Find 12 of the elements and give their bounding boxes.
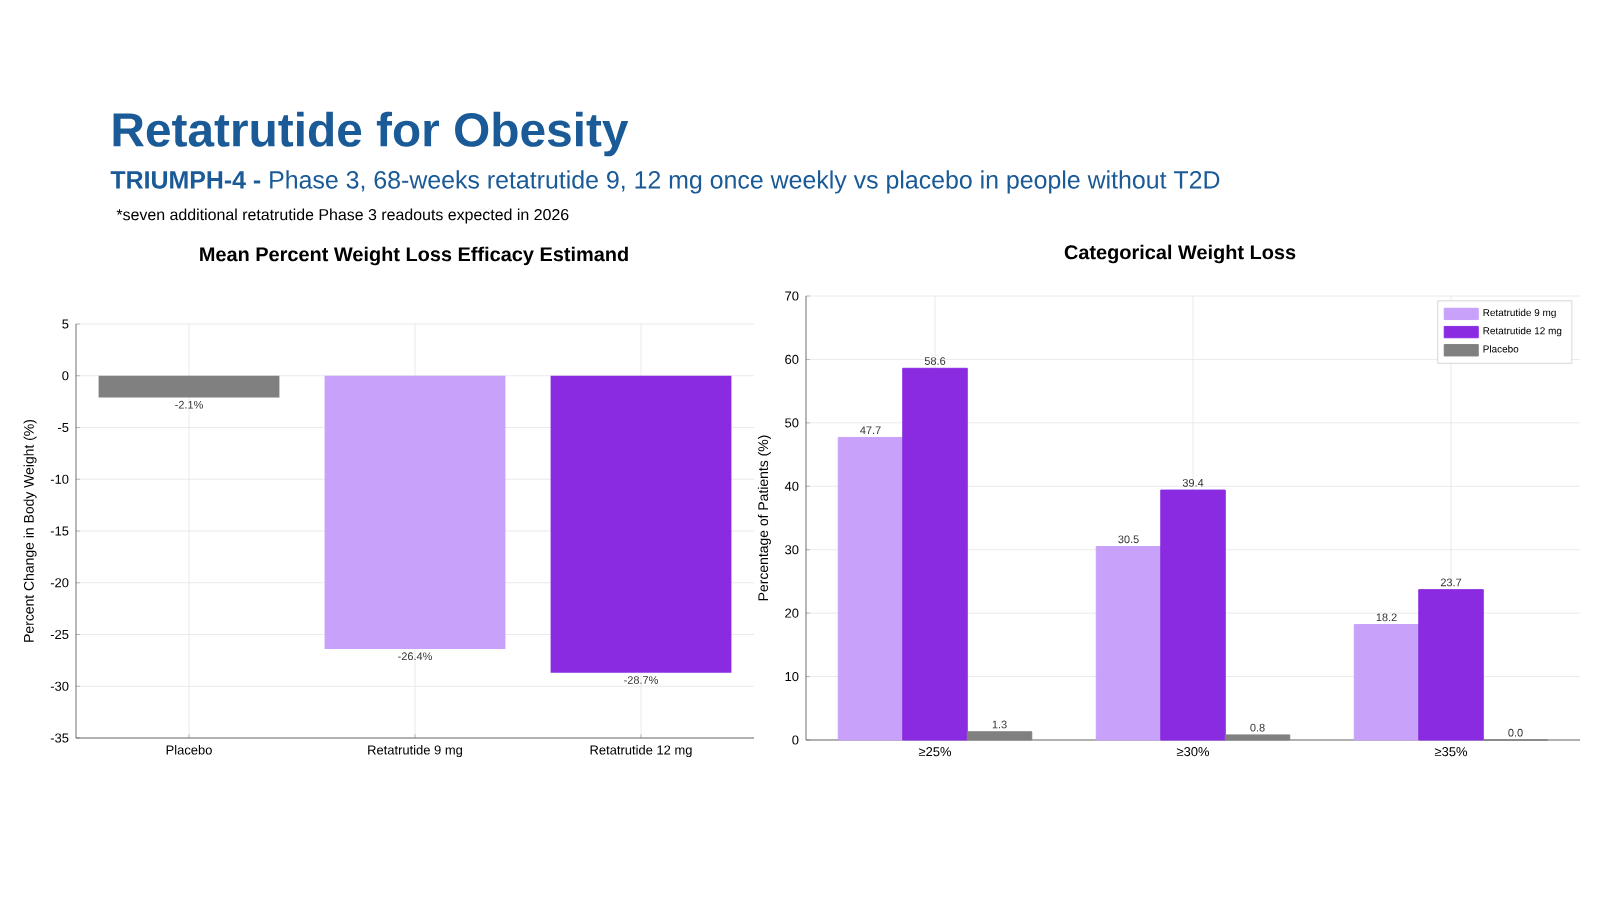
- bar: [966, 731, 1033, 741]
- bar: [1224, 734, 1291, 741]
- bar: [1160, 489, 1226, 741]
- bar: [1418, 589, 1484, 741]
- text: TRIUMPH-4 - Phase 3, 68-weeks retatrutide 9, 12 mg once weekly vs placebo in people without T2D: [110, 170, 1220, 194]
- bar: [837, 436, 904, 741]
- bar: [1095, 546, 1162, 741]
- bar: [902, 367, 968, 741]
- text: Retatrutide for Obesity: [113, 111, 629, 157]
- chart-title: Categorical Weight Loss: [1064, 244, 1296, 264]
- bar: [1353, 624, 1420, 741]
- chart-title: Mean Percent Weight Loss Efficacy Estimand: [200, 246, 628, 266]
